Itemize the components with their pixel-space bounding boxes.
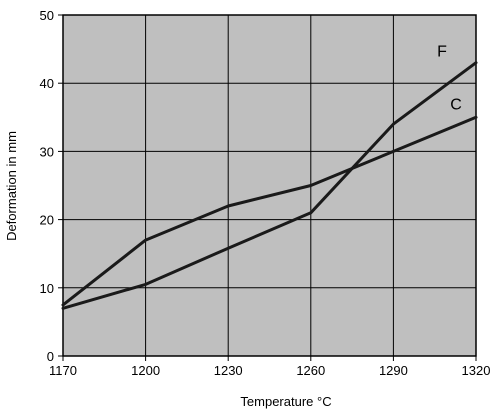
plot-frame [62,14,477,357]
x-tick-label: 1260 [296,363,325,378]
x-tick-label: 1200 [131,363,160,378]
axis-ticks: 1170 1200 1230 1260 1290 1320 0 10 20 30 40 50 [40,8,491,378]
series-lines [61,61,478,310]
y-tick-label: 10 [40,281,54,296]
x-tick-label: 1230 [214,363,243,378]
y-tick-label: 20 [40,213,54,228]
series-label-f: F [437,44,447,61]
x-axis-title: Temperature °C [240,394,331,409]
x-tick-label: 1170 [49,363,77,378]
y-tick-label: 50 [40,8,54,23]
y-tick-label: 0 [47,349,54,364]
series-line-c [61,115,478,307]
x-tick-label: 1320 [462,363,491,378]
y-tick-label: 40 [40,76,54,91]
series-label-c: C [450,96,462,113]
grid-lines [62,14,477,357]
plot-background [63,15,476,356]
x-tick-label: 1290 [379,363,408,378]
series-labels: FC [437,44,462,114]
series-line-f [61,61,478,310]
y-axis-title: Deformation in mm [4,131,19,241]
y-tick-label: 30 [40,144,54,159]
